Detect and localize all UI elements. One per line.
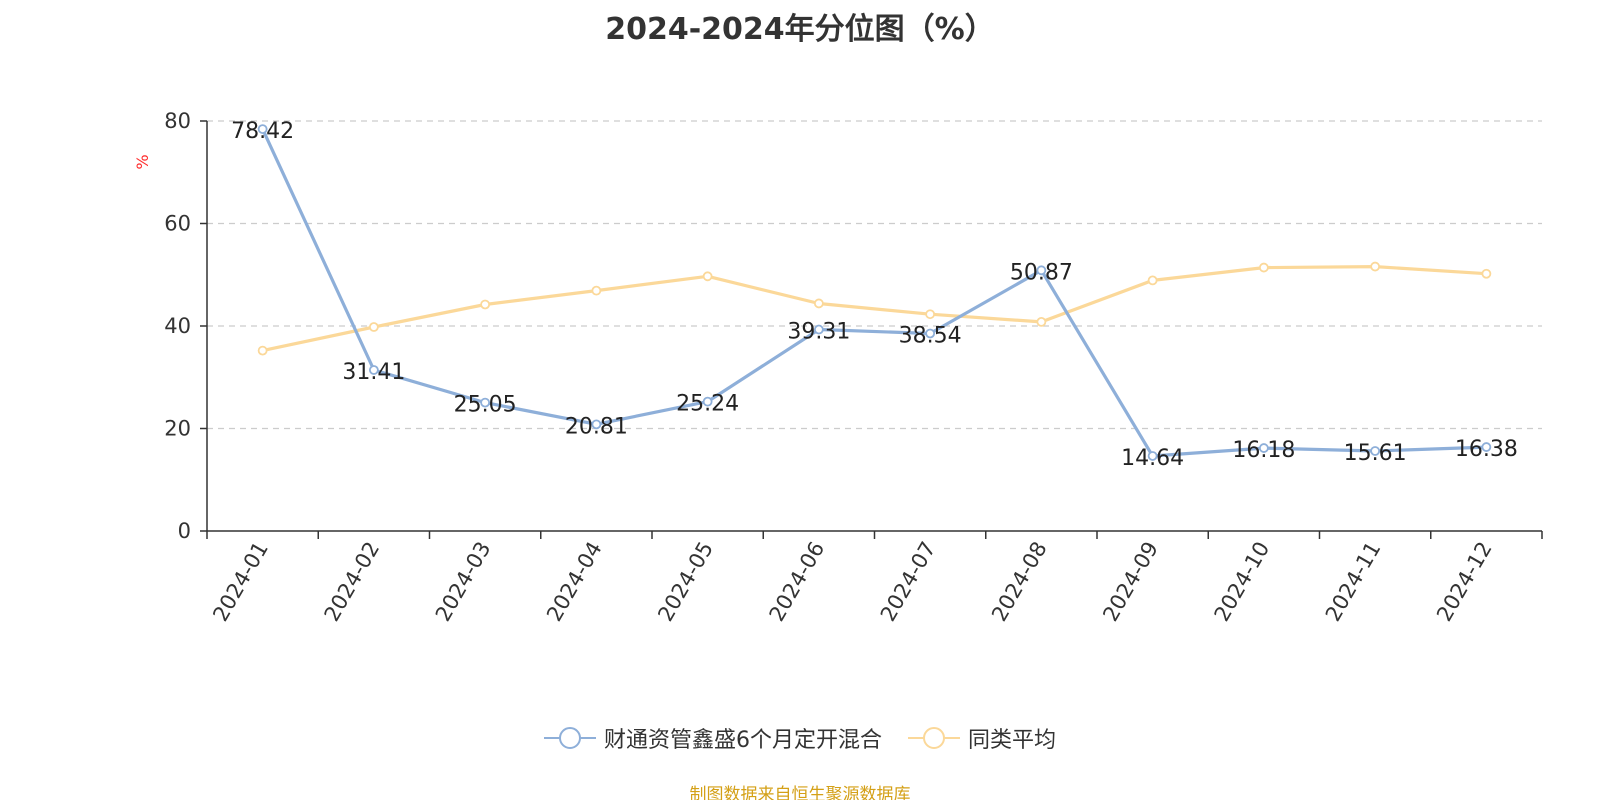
x-tick-label-2024-10: 2024-10 — [1210, 538, 1275, 626]
series-1-point-2024-02 — [368, 322, 379, 332]
x-tick-label-2024-01: 2024-01 — [208, 538, 273, 626]
y-tick-label-60: 60 — [164, 212, 191, 236]
series-1-point-2024-08 — [1036, 316, 1047, 327]
data-label-2024-01: 78.42 — [231, 119, 294, 144]
x-tick-label-2024-06: 2024-06 — [765, 538, 830, 626]
x-tick-label-2024-04: 2024-04 — [542, 538, 607, 626]
x-tick-label-2024-05: 2024-05 — [653, 538, 718, 626]
series-line-1 — [261, 265, 1489, 353]
data-label-layer: 78.42 31.41 25.05 20.81 25.24 39.31 38.54 50.87… — [231, 119, 1518, 471]
series-0-point-2024-11 — [1370, 446, 1381, 456]
legend-item-peer-average[interactable]: 同类平均 — [907, 722, 1056, 754]
grid-layer — [207, 120, 1542, 430]
data-label-2024-02: 31.41 — [342, 360, 405, 385]
series-1-point-2024-07 — [925, 309, 936, 320]
series-0-point-2024-09 — [1147, 451, 1158, 461]
data-label-2024-11: 15.61 — [1344, 441, 1407, 466]
series-1-point-2024-12 — [1481, 268, 1492, 279]
series-0-point-2024-03 — [480, 397, 491, 408]
series-0-point-2024-06 — [813, 324, 824, 335]
data-label-2024-05: 25.24 — [676, 392, 739, 417]
series-1-point-2024-05 — [702, 271, 713, 282]
series-line-0 — [261, 127, 1489, 458]
series-1-point-2024-10 — [1258, 262, 1269, 273]
series-1-point-2024-06 — [813, 298, 824, 309]
x-tick-label-2024-11: 2024-11 — [1321, 538, 1386, 626]
series-0-point-2024-08 — [1036, 265, 1047, 276]
x-tick-label-2024-03: 2024-03 — [431, 538, 496, 626]
series-0-point-2024-02 — [368, 365, 379, 375]
data-label-2024-10: 16.18 — [1232, 438, 1295, 463]
series-1-point-2024-01 — [257, 345, 268, 356]
y-axis-label: % — [133, 154, 152, 169]
y-tick-label-0: 0 — [178, 519, 191, 543]
series-0-point-2024-10 — [1258, 443, 1269, 453]
series-1-point-2024-03 — [480, 299, 491, 310]
series-0-point-2024-05 — [702, 396, 713, 407]
series-1-point-2024-11 — [1370, 261, 1381, 272]
y-tick-label-20: 20 — [164, 417, 191, 441]
x-tick-label-2024-09: 2024-09 — [1098, 538, 1163, 626]
chart-title: 2024-2024年分位图（%） — [605, 12, 995, 47]
x-tick-label-2024-12: 2024-12 — [1432, 538, 1497, 626]
x-tick-label-2024-07: 2024-07 — [876, 538, 941, 626]
data-label-2024-12: 16.38 — [1455, 437, 1518, 462]
y-tick-label-80: 80 — [164, 109, 191, 133]
x-tick-label-2024-08: 2024-08 — [987, 538, 1052, 626]
legend-label-peer-average: 同类平均 — [967, 728, 1056, 753]
series-0-point-2024-07 — [925, 328, 936, 339]
legend-swatch-fund — [543, 726, 596, 750]
data-label-2024-08: 50.87 — [1010, 260, 1073, 285]
y-tick-label-40: 40 — [164, 314, 191, 338]
data-label-2024-06: 39.31 — [787, 320, 850, 345]
legend-label-fund: 财通资管鑫盛6个月定开混合 — [603, 728, 882, 753]
data-label-2024-07: 38.54 — [899, 323, 962, 348]
series-1-point-2024-04 — [591, 285, 602, 296]
data-label-2024-04: 20.81 — [565, 414, 628, 439]
series-0-point-2024-01 — [257, 124, 268, 134]
data-label-2024-09: 14.64 — [1121, 446, 1184, 471]
source-note: 制图数据来自恒生聚源数据库 — [689, 785, 911, 800]
series-layer — [257, 124, 1492, 461]
x-tick-label-2024-02: 2024-02 — [320, 538, 385, 626]
legend-swatch-peer-average — [907, 726, 960, 750]
series-0-point-2024-04 — [591, 419, 602, 430]
series-1-point-2024-09 — [1147, 275, 1158, 286]
series-0-point-2024-12 — [1481, 442, 1492, 452]
data-label-2024-03: 25.05 — [454, 393, 517, 418]
legend-item-fund[interactable]: 财通资管鑫盛6个月定开混合 — [543, 722, 882, 754]
legend: 财通资管鑫盛6个月定开混合 同类平均 — [0, 722, 1600, 754]
